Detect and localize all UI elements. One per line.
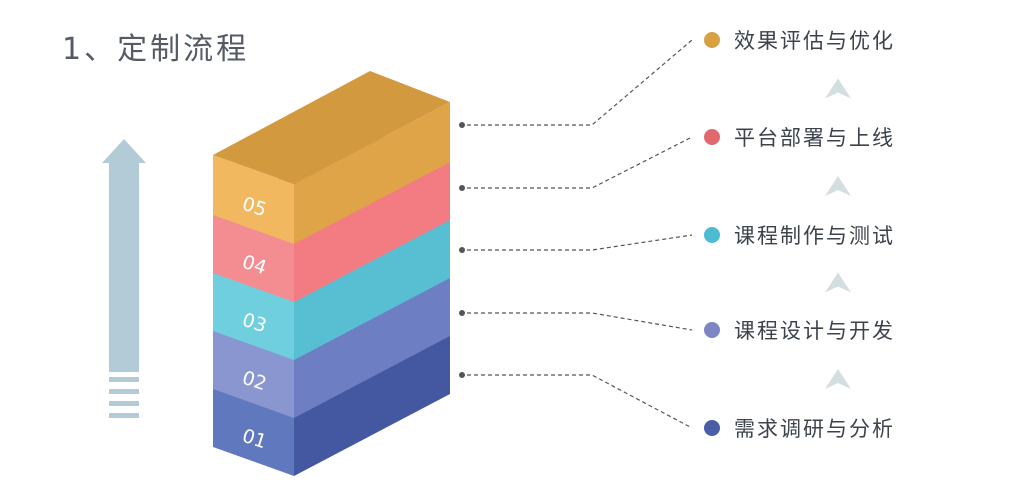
step-dot-icon (704, 322, 720, 338)
layer-side-face (294, 276, 450, 418)
layer-side-face (294, 102, 450, 244)
connector-line (459, 136, 693, 191)
connector-line (459, 310, 693, 331)
step-up-arrow-icon (825, 176, 851, 196)
layer-side-face (294, 334, 450, 476)
connector-line (459, 39, 693, 128)
layer-side-face (294, 160, 450, 302)
step-up-arrow-icon (825, 272, 851, 293)
step-dot-icon (704, 32, 720, 48)
step-item: 课程设计与开发 (704, 319, 895, 343)
layer-front-face (213, 155, 294, 244)
step-item: 效果评估与优化 (704, 29, 895, 53)
step-item: 需求调研与分析 (704, 417, 895, 441)
step-label: 平台部署与上线 (734, 126, 895, 150)
up-arrow-icon (102, 139, 146, 418)
page-title: 1、定制流程 (62, 32, 250, 67)
step-dot-icon (704, 227, 720, 243)
step-label: 课程制作与测试 (734, 224, 895, 248)
step-dot-icon (704, 420, 720, 436)
step-item: 平台部署与上线 (704, 126, 895, 150)
connector-line (459, 234, 693, 253)
layer-top-face (213, 71, 450, 184)
layer-side-face (294, 218, 450, 360)
step-label: 需求调研与分析 (734, 417, 895, 441)
step-item: 课程制作与测试 (704, 224, 895, 248)
connector-line (459, 372, 693, 429)
step-label: 效果评估与优化 (734, 29, 895, 53)
step-label: 课程设计与开发 (734, 319, 895, 343)
step-up-arrow-icon (825, 369, 851, 389)
step-dot-icon (704, 129, 720, 145)
layer-05: 05 (213, 71, 450, 244)
step-up-arrow-icon (825, 78, 851, 99)
